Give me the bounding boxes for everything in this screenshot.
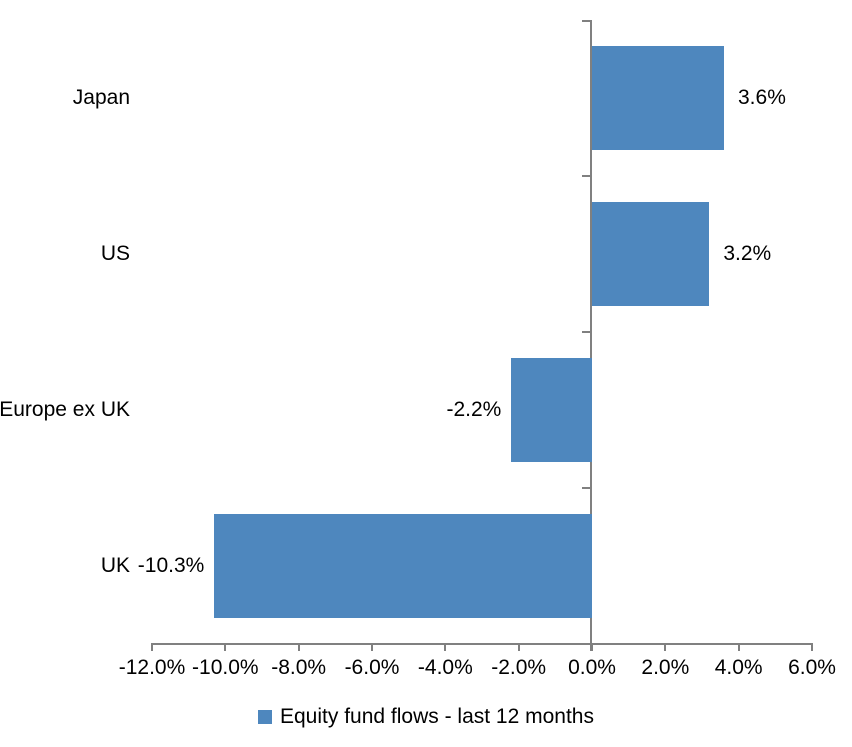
category-label: Japan (72, 86, 130, 109)
value-label: -10.3% (137, 554, 205, 577)
x-tick-label: 6.0% (788, 656, 836, 679)
x-tick-label: 4.0% (714, 656, 763, 679)
x-axis-tick (737, 645, 740, 651)
bar-uk (214, 514, 592, 618)
bar-us (592, 202, 710, 306)
x-tick-label: -8.0% (271, 656, 327, 679)
x-axis-tick (224, 645, 227, 651)
y-axis-tick (582, 175, 590, 177)
x-tick-label: 2.0% (641, 656, 690, 679)
value-label: 3.2% (723, 242, 772, 265)
x-axis-tick (151, 645, 153, 651)
x-axis-tick (517, 645, 520, 651)
y-axis-tick (582, 20, 590, 22)
legend-label: Equity fund flows - last 12 months (280, 705, 594, 728)
legend: Equity fund flows - last 12 months (0, 704, 852, 730)
x-axis-tick (444, 645, 447, 651)
y-axis-tick (582, 487, 590, 489)
legend-swatch-icon (258, 710, 272, 724)
x-tick-label: -10.0% (192, 656, 259, 679)
category-label: US (100, 242, 130, 265)
x-tick-label: -2.0% (491, 656, 547, 679)
category-label: Europe ex UK (0, 398, 130, 421)
x-axis-tick (371, 645, 373, 651)
value-axis-line (590, 20, 592, 651)
x-axis-tick (664, 645, 667, 651)
category-label: UK (100, 554, 130, 577)
bar-europe-ex-uk (511, 358, 592, 462)
bar-japan (592, 46, 724, 150)
y-axis-tick (582, 331, 590, 333)
x-axis-tick (297, 645, 300, 651)
value-label: -2.2% (446, 398, 502, 421)
x-tick-label: -4.0% (417, 656, 473, 679)
value-label: 3.6% (738, 86, 786, 109)
x-axis-tick (591, 645, 593, 651)
x-tick-label: -6.0% (344, 656, 400, 679)
x-tick-label: -12.0% (118, 656, 186, 679)
x-tick-label: 0.0% (568, 656, 616, 679)
x-axis-tick (811, 645, 813, 651)
category-axis-line (151, 643, 813, 645)
